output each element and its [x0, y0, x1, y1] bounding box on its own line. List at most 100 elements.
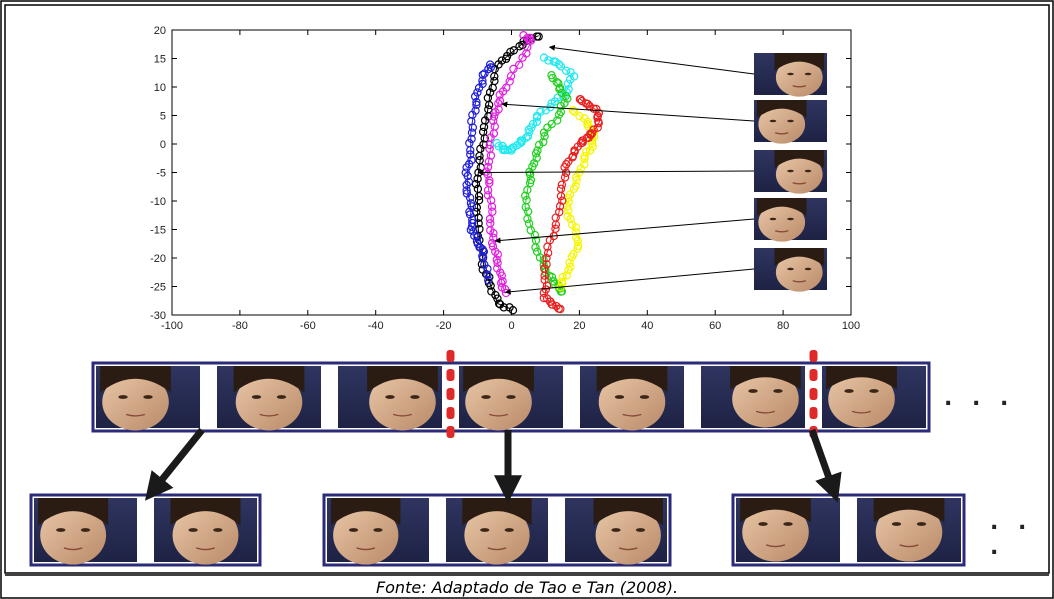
data-point: [496, 278, 506, 287]
face-skin: [102, 373, 169, 431]
data-point: [555, 202, 565, 211]
cluster-separator: [446, 388, 455, 400]
data-point: [557, 180, 567, 189]
data-point: [556, 304, 565, 314]
face-mouth: [851, 410, 872, 414]
face-eye: [748, 389, 758, 393]
x-tick-label: 40: [641, 320, 653, 332]
face-mouth: [774, 230, 789, 233]
face-hair: [596, 366, 668, 393]
face-eye: [804, 267, 812, 271]
strip-gap: [684, 366, 701, 428]
face-hair: [593, 498, 663, 526]
face-hair: [367, 366, 438, 393]
face-eye: [504, 528, 514, 532]
bottom-strip-ellipsis: . . .: [990, 510, 1033, 560]
face-eye: [213, 528, 223, 532]
face-eye: [410, 395, 420, 399]
data-point: [489, 116, 498, 126]
face-skin: [758, 203, 806, 242]
data-point: [505, 77, 514, 86]
face-skin: [172, 505, 239, 565]
data-point: [478, 70, 488, 79]
data-point: [556, 101, 566, 111]
strip-gap: [200, 366, 217, 428]
face-hair: [100, 366, 171, 393]
data-point: [531, 243, 540, 252]
data-point: [486, 196, 496, 205]
data-point: [475, 151, 484, 161]
series-blue: [461, 60, 496, 285]
data-point: [485, 214, 495, 224]
data-point: [509, 64, 518, 74]
data-point: [563, 79, 573, 89]
thumbnail-face: [754, 100, 827, 144]
cluster-arrow: [144, 427, 205, 501]
face-mouth: [765, 544, 786, 548]
pointer-arrow: [504, 268, 755, 295]
data-point: [518, 53, 527, 62]
cluster-separator: [446, 350, 455, 362]
face-eye: [639, 395, 650, 399]
face-eye: [844, 389, 854, 393]
face-skin: [235, 373, 303, 431]
data-point: [570, 107, 579, 116]
strip-gap: [548, 498, 565, 562]
data-point: [561, 168, 571, 177]
data-point: [542, 281, 552, 290]
data-point: [573, 244, 582, 253]
data-point: [489, 229, 498, 238]
data-point: [530, 230, 540, 240]
face-eye: [614, 395, 625, 399]
data-point: [466, 146, 475, 155]
data-point: [486, 63, 496, 72]
face-skin: [758, 105, 806, 144]
data-point: [465, 193, 475, 203]
series-magenta: [481, 31, 536, 298]
face-eye: [804, 72, 812, 76]
y-tick-label: -30: [150, 310, 166, 322]
face-eye: [251, 395, 262, 399]
face-eye: [769, 119, 777, 123]
data-point: [466, 150, 475, 159]
face-hair: [233, 366, 305, 393]
strip-gap: [840, 498, 857, 562]
data-point: [467, 128, 477, 137]
data-point: [489, 112, 499, 121]
face-eye: [80, 528, 91, 532]
cluster-separator: [446, 407, 455, 419]
data-point: [523, 185, 532, 195]
face-hair: [331, 498, 401, 526]
face-mouth: [63, 547, 83, 551]
data-point: [567, 252, 576, 262]
thumbnail-1: [754, 53, 827, 97]
data-point: [478, 251, 487, 261]
strip-gap: [137, 498, 154, 562]
data-point: [472, 97, 481, 107]
y-axis: 20 15 10 5 0 -5 -10 -15 -20 -25 -30: [150, 25, 851, 322]
x-tick-label: 100: [842, 320, 860, 332]
data-point: [526, 226, 535, 235]
face-skin: [732, 370, 799, 428]
data-point: [560, 163, 569, 172]
data-point: [532, 153, 541, 163]
data-point: [525, 178, 535, 188]
face-skin: [828, 370, 895, 428]
strip-face: [857, 498, 961, 562]
data-point: [465, 210, 475, 219]
face-eye: [787, 169, 794, 173]
thumbnail-5: [754, 248, 827, 292]
face-eye: [373, 528, 383, 532]
data-point: [564, 157, 573, 166]
series-cyan: [492, 53, 579, 155]
x-axis: -100 -80 -60 -40 -20 0 20 40 60 80 100: [161, 30, 860, 332]
strip-face: [701, 366, 805, 428]
x-tick-label: 0: [508, 320, 514, 332]
data-point: [478, 76, 487, 85]
face-strips: [29, 350, 966, 567]
thumbnail-face: [754, 248, 827, 292]
data-point: [580, 154, 589, 164]
data-point: [488, 83, 497, 93]
data-point: [523, 132, 533, 141]
